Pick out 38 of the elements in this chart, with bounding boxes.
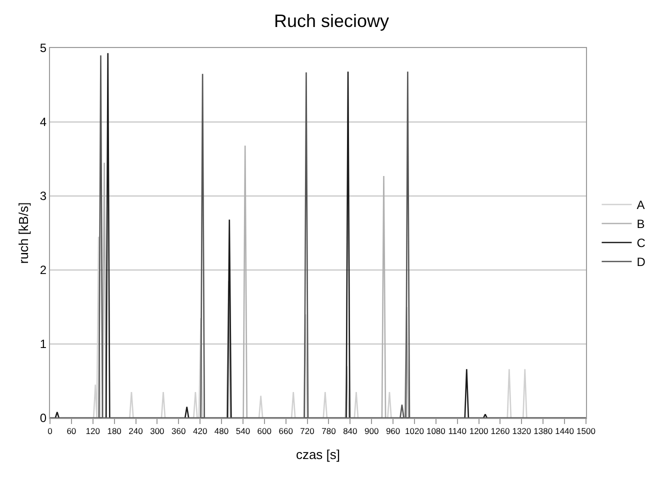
x-tick-label: 1380 [534, 426, 553, 436]
x-tick-label: 780 [322, 426, 336, 436]
x-axis-title: czas [s] [296, 446, 340, 462]
y-tick-label: 4 [40, 115, 47, 130]
x-tick-label: 180 [107, 426, 122, 436]
x-tick-label: 1140 [448, 426, 467, 436]
x-tick-label: 660 [278, 426, 294, 436]
y-axis-title: ruch [kB/s] [16, 202, 31, 264]
legend-label: A [636, 198, 645, 212]
x-tick-label: 1320 [512, 426, 532, 436]
y-tick-label: 2 [40, 263, 47, 278]
legend-label: B [636, 217, 645, 232]
x-tick-label: 540 [236, 426, 250, 436]
x-tick-label: 600 [257, 426, 272, 436]
x-tick-label: 240 [128, 426, 144, 436]
y-tick-label: 0 [40, 411, 47, 426]
x-tick-label: 960 [386, 426, 400, 436]
x-tick-label: 1200 [469, 426, 489, 436]
x-tick-label: 480 [214, 426, 229, 436]
legend-label: C [636, 236, 646, 250]
x-tick-label: 1500 [576, 426, 596, 436]
x-tick-label: 60 [66, 426, 76, 436]
x-tick-label: 900 [364, 426, 379, 436]
x-tick-label: 300 [150, 426, 165, 436]
x-tick-label: 1080 [426, 426, 446, 436]
y-tick-label: 3 [40, 189, 47, 204]
x-tick-label: 360 [172, 426, 186, 436]
chart-title: Ruch sieciowy [274, 10, 390, 31]
x-tick-label: 120 [86, 426, 100, 436]
x-tick-label: 720 [300, 426, 315, 436]
x-tick-label: 1020 [405, 426, 424, 436]
x-tick-label: 1260 [490, 426, 510, 436]
x-tick-label: 840 [343, 426, 358, 436]
x-tick-label: 420 [192, 426, 208, 436]
y-tick-label: 5 [40, 41, 47, 56]
legend-label: D [636, 255, 646, 270]
x-tick-label: 1440 [555, 426, 574, 436]
y-tick-label: 1 [40, 337, 47, 352]
